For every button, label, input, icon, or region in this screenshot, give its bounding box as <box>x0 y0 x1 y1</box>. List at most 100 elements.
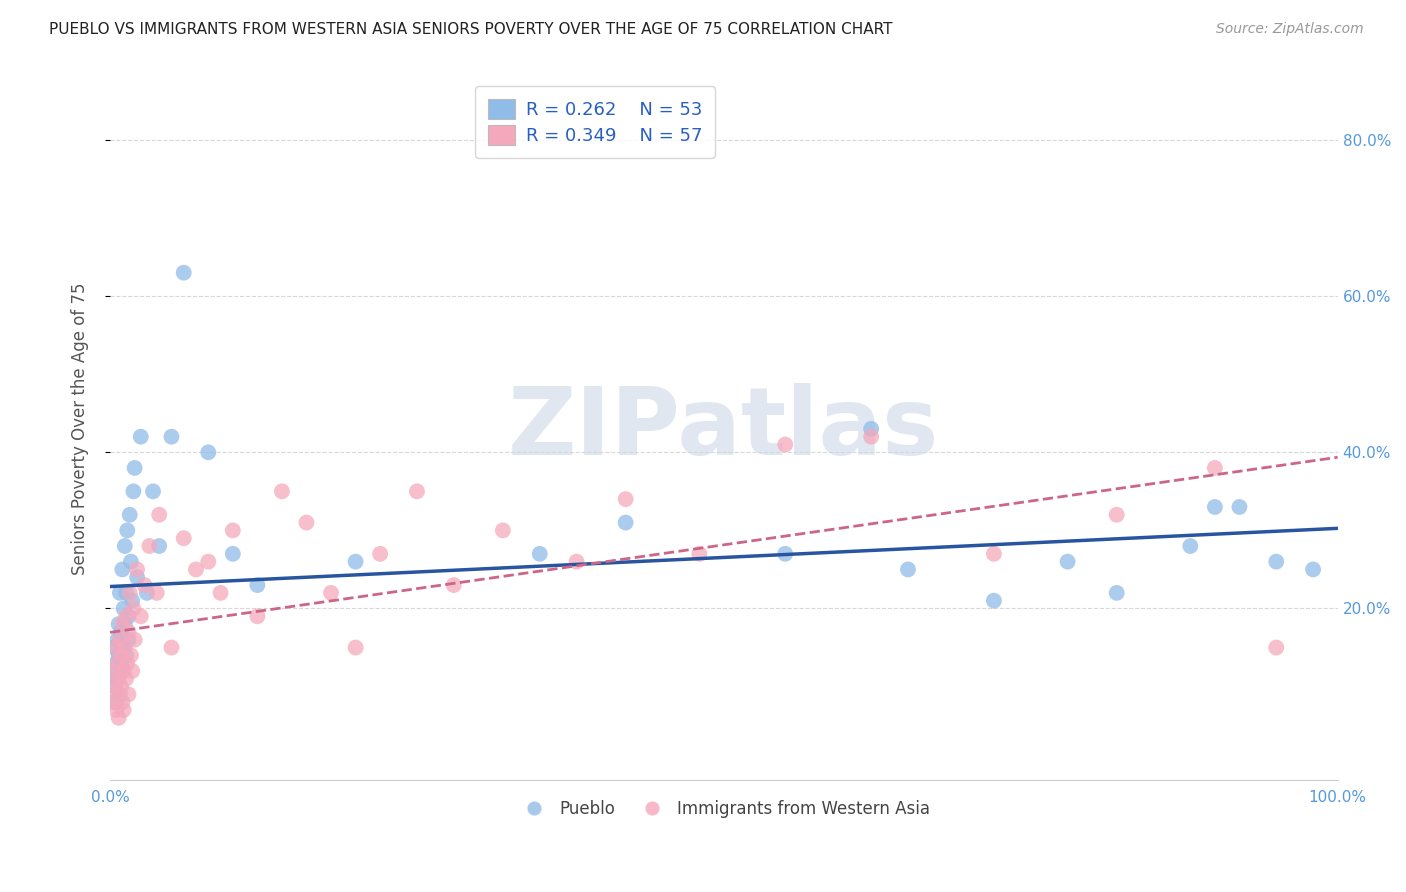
Point <box>110 656 132 670</box>
Point <box>124 461 146 475</box>
Point <box>107 632 129 647</box>
Point <box>860 430 883 444</box>
Point <box>121 593 143 607</box>
Point <box>103 640 125 655</box>
Point <box>105 640 128 655</box>
Point <box>121 664 143 678</box>
Point <box>122 484 145 499</box>
Point <box>107 648 129 663</box>
Point <box>105 703 128 717</box>
Point <box>773 547 796 561</box>
Point <box>492 524 515 538</box>
Y-axis label: Seniors Poverty Over the Age of 75: Seniors Poverty Over the Age of 75 <box>72 283 89 575</box>
Point <box>111 695 134 709</box>
Point <box>112 664 135 678</box>
Point <box>1204 461 1226 475</box>
Point <box>983 547 1005 561</box>
Point <box>117 609 139 624</box>
Point <box>104 680 127 694</box>
Point <box>295 516 318 530</box>
Point <box>197 555 219 569</box>
Point <box>184 562 207 576</box>
Point <box>173 531 195 545</box>
Point <box>688 547 710 561</box>
Point <box>1105 586 1128 600</box>
Point <box>1302 562 1324 576</box>
Point <box>115 648 138 663</box>
Point <box>101 664 124 678</box>
Point <box>129 609 152 624</box>
Point <box>107 687 129 701</box>
Point <box>103 664 125 678</box>
Point <box>107 711 129 725</box>
Point <box>134 578 156 592</box>
Point <box>344 555 367 569</box>
Point <box>104 680 127 694</box>
Point <box>111 617 134 632</box>
Text: PUEBLO VS IMMIGRANTS FROM WESTERN ASIA SENIORS POVERTY OVER THE AGE OF 75 CORREL: PUEBLO VS IMMIGRANTS FROM WESTERN ASIA S… <box>49 22 893 37</box>
Point <box>443 578 465 592</box>
Point <box>117 656 139 670</box>
Text: ZIPatlas: ZIPatlas <box>508 383 939 475</box>
Point <box>142 484 165 499</box>
Point <box>117 632 139 647</box>
Point <box>148 539 170 553</box>
Point <box>1105 508 1128 522</box>
Point <box>148 508 170 522</box>
Point <box>145 586 167 600</box>
Point <box>112 601 135 615</box>
Point <box>1180 539 1202 553</box>
Point <box>111 664 134 678</box>
Point <box>125 562 148 576</box>
Point <box>565 555 588 569</box>
Point <box>319 586 342 600</box>
Point <box>114 617 136 632</box>
Point <box>129 430 152 444</box>
Point <box>173 266 195 280</box>
Point <box>120 648 142 663</box>
Point <box>108 687 131 701</box>
Point <box>111 562 134 576</box>
Point <box>117 687 139 701</box>
Point <box>897 562 920 576</box>
Point <box>138 539 160 553</box>
Point <box>105 695 128 709</box>
Point <box>110 680 132 694</box>
Point <box>983 593 1005 607</box>
Point <box>614 516 637 530</box>
Point <box>197 445 219 459</box>
Point <box>125 570 148 584</box>
Point <box>118 508 141 522</box>
Point <box>120 555 142 569</box>
Point <box>271 484 294 499</box>
Point <box>160 430 183 444</box>
Point <box>115 609 138 624</box>
Point <box>108 632 131 647</box>
Point <box>105 656 128 670</box>
Point <box>117 624 139 639</box>
Point <box>107 672 129 686</box>
Point <box>222 524 245 538</box>
Point <box>1229 500 1251 514</box>
Point <box>344 640 367 655</box>
Point <box>101 695 124 709</box>
Point <box>368 547 391 561</box>
Point <box>246 578 269 592</box>
Point <box>108 586 131 600</box>
Point <box>122 601 145 615</box>
Point <box>110 624 132 639</box>
Point <box>112 703 135 717</box>
Point <box>107 617 129 632</box>
Point <box>1204 500 1226 514</box>
Point <box>118 586 141 600</box>
Point <box>773 437 796 451</box>
Point <box>114 640 136 655</box>
Point <box>614 492 637 507</box>
Point <box>222 547 245 561</box>
Point <box>107 656 129 670</box>
Point <box>160 640 183 655</box>
Point <box>135 586 157 600</box>
Point <box>112 640 135 655</box>
Point <box>406 484 429 499</box>
Point <box>107 672 129 686</box>
